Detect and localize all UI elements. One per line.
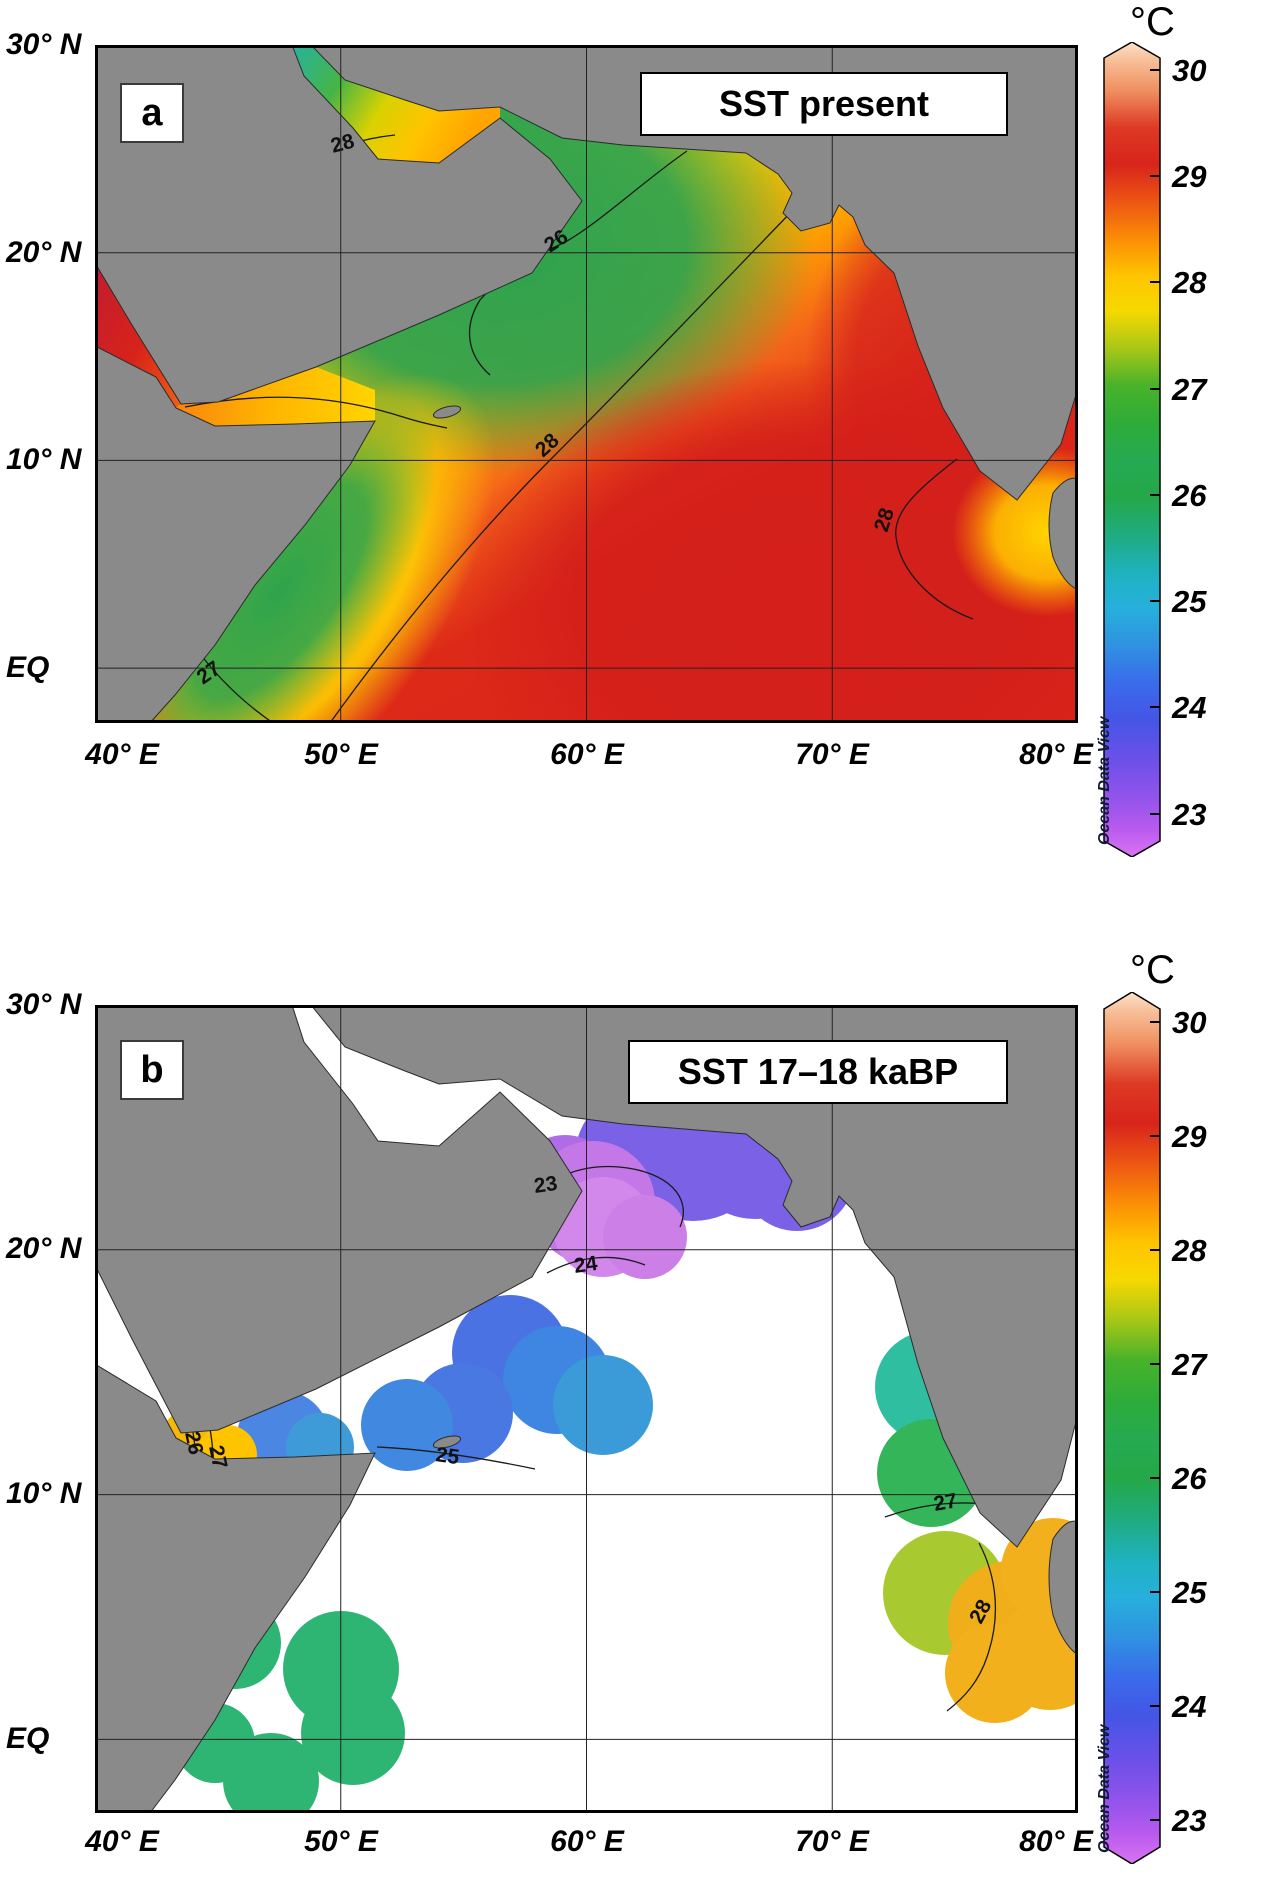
colorbar-bar [1103, 992, 1161, 1864]
cbar-tick-29: 29 [1171, 1119, 1207, 1154]
ocean-data-view-watermark: Ocean Data View [1096, 716, 1113, 845]
land-arabia [95, 45, 583, 405]
gulf-of-aden-water [176, 367, 375, 426]
y-tick-20n: 20° N [6, 1232, 82, 1265]
cbar-tick-30: 30 [1172, 1005, 1206, 1040]
land-africa [95, 345, 376, 723]
panel-a-title: SST present [640, 72, 1008, 136]
x-tick-80e: 80° E [1019, 738, 1093, 771]
cbar-tick-25: 25 [1171, 584, 1207, 619]
map-b-svg: 23 24 26 27 25 27 28 [95, 1005, 1078, 1813]
graticule [95, 45, 1078, 723]
contour-label: 25 [434, 1443, 461, 1469]
y-tick-20n: 20° N [6, 236, 82, 269]
colorbar-tick-labels: 30 29 28 27 26 25 24 23 [1171, 1005, 1208, 1838]
y-tick-30n: 30° N [6, 988, 82, 1021]
x-tick-40e: 40° E [85, 738, 159, 771]
cbar-tick-28: 28 [1171, 265, 1207, 300]
map-b: 23 24 26 27 25 27 28 [95, 1005, 1078, 1813]
panel-sst-lgm: 23 24 26 27 25 27 28 b SST 17–18 kaBP 30… [0, 940, 1267, 1881]
land-srilanka [1048, 477, 1078, 591]
cbar-tick-28: 28 [1171, 1233, 1207, 1268]
cbar-tick-24: 24 [1171, 1689, 1206, 1724]
colorbar-tick-labels: 30 29 28 27 26 25 24 23 [1171, 53, 1208, 832]
colorbar-ticks [1150, 69, 1160, 815]
map-a-svg: 28 26 28 27 28 [95, 45, 1078, 723]
colorbar-ticks [1150, 1021, 1160, 1821]
contour-label: 23 [532, 1172, 558, 1198]
cbar-tick-24: 24 [1171, 690, 1206, 725]
x-tick-50e: 50° E [304, 738, 378, 771]
colorbar-unit: °C [1130, 0, 1175, 44]
island-socotra [432, 1435, 462, 1449]
cbar-tick-23: 23 [1171, 797, 1206, 832]
land-arabia [95, 1005, 583, 1434]
cbar-tick-26: 26 [1171, 1461, 1207, 1496]
contour-28-line [946, 1542, 997, 1712]
contour-24-line [546, 1256, 646, 1274]
cbar-tick-26: 26 [1171, 478, 1207, 513]
y-tick-eq: EQ [6, 1722, 50, 1755]
contour-label: 24 [572, 1252, 599, 1278]
y-tick-eq: EQ [6, 651, 50, 684]
map-a: 28 26 28 27 28 [95, 45, 1078, 723]
panel-label-b: b [120, 1040, 184, 1100]
contour-labels: 23 24 26 27 25 27 28 [180, 1172, 996, 1627]
cbar-tick-23: 23 [1171, 1803, 1206, 1838]
cbar-tick-29: 29 [1171, 159, 1207, 194]
contour-label: 27 [204, 1443, 231, 1471]
land-africa [95, 1363, 376, 1813]
sst-cool-band-somali [122, 394, 438, 723]
x-tick-60e: 60° E [550, 1825, 624, 1858]
y-tick-30n: 30° N [6, 28, 82, 61]
y-tick-10n: 10° N [6, 443, 82, 476]
y-tick-10n: 10° N [6, 1477, 82, 1510]
panel-b-title: SST 17–18 kaBP [628, 1040, 1008, 1104]
land-srilanka [1048, 1520, 1078, 1656]
island-socotra [432, 405, 462, 419]
panel-label-a: a [120, 83, 184, 143]
land [95, 1005, 1078, 1813]
contour-28-srilanka-line [895, 458, 974, 620]
contour-label: 27 [932, 1489, 959, 1516]
colorbar-a: °C [1096, 0, 1267, 905]
cbar-tick-27: 27 [1171, 372, 1208, 407]
cbar-tick-30: 30 [1172, 53, 1206, 88]
colorbar-b: °C [1096, 948, 1267, 1878]
colorbar-bar [1103, 42, 1161, 857]
panel-sst-present: 28 26 28 27 28 a SST present 30° N 20° N… [0, 0, 1267, 940]
land [95, 45, 1078, 723]
sst-warm-patch-srilanka [952, 447, 1078, 617]
contour-label: 26 [180, 1429, 207, 1457]
colorbar-b-svg: 30 29 28 27 26 25 24 23 [1103, 992, 1208, 1864]
x-tick-50e: 50° E [304, 1825, 378, 1858]
x-tick-40e: 40° E [85, 1825, 159, 1858]
x-tick-70e: 70° E [795, 738, 869, 771]
x-tick-70e: 70° E [795, 1825, 869, 1858]
ocean-data-view-watermark: Ocean Data View [1096, 1724, 1113, 1853]
graticule [95, 1005, 1078, 1813]
contour-28-central-line [329, 207, 796, 723]
contour-25-line [376, 1446, 536, 1470]
cbar-tick-27: 27 [1171, 1347, 1208, 1382]
contour-28-aden-line [184, 396, 448, 429]
colorbar-unit: °C [1130, 948, 1175, 992]
land-asia-india [310, 1005, 1078, 1548]
x-tick-80e: 80° E [1019, 1825, 1093, 1858]
cbar-tick-25: 25 [1171, 1575, 1207, 1610]
x-tick-60e: 60° E [550, 738, 624, 771]
map-frame [95, 1005, 1078, 1813]
persian-gulf-water [292, 45, 500, 163]
map-frame [95, 45, 1078, 723]
colorbar-a-svg: 30 29 28 27 26 25 24 23 [1103, 42, 1208, 857]
land-asia-india [310, 45, 1078, 501]
